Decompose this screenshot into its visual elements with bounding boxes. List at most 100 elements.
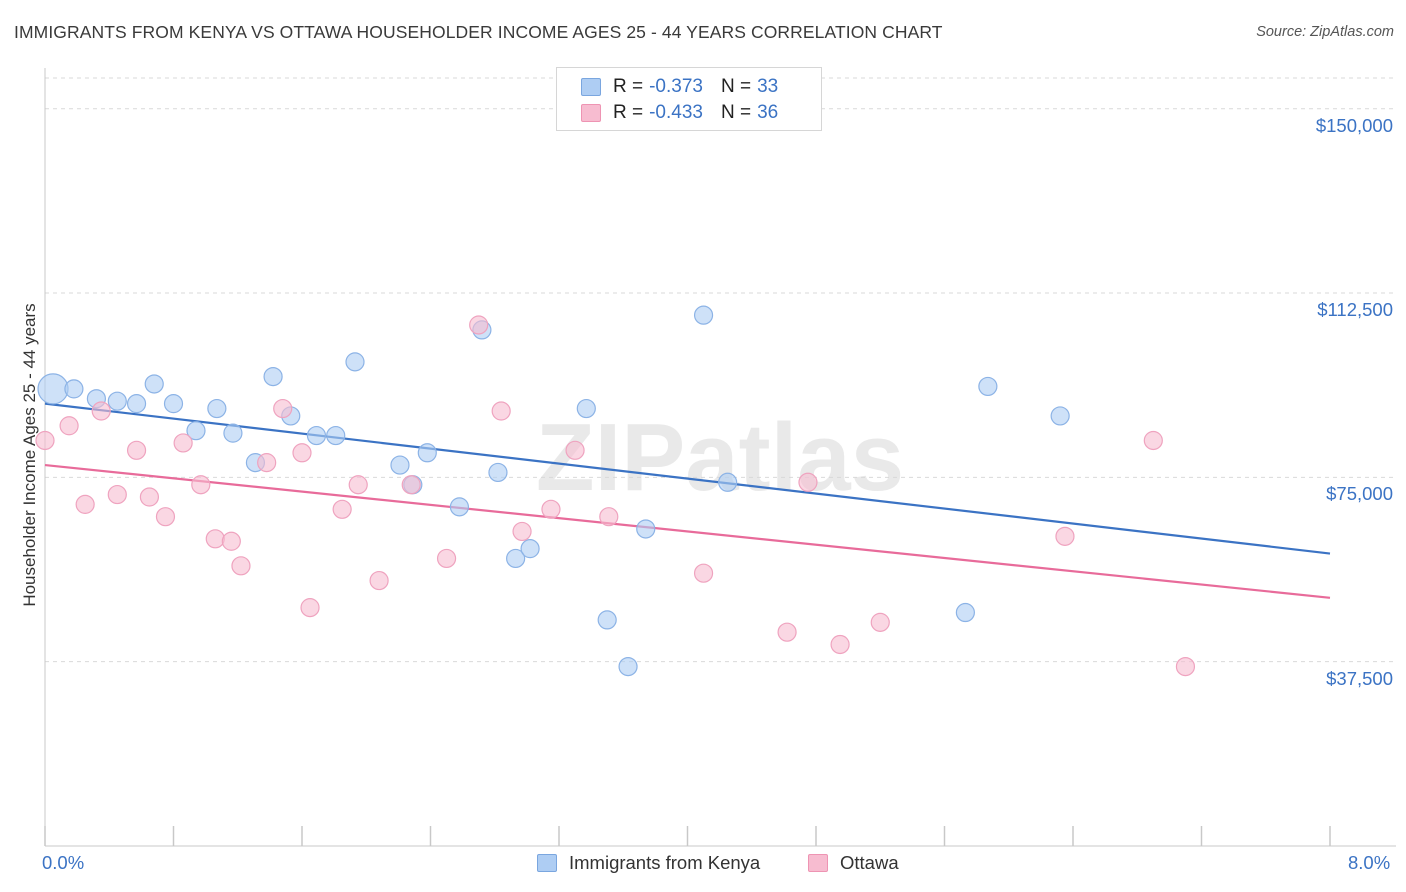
legend-row-kenya: R = -0.373 N = 33 (581, 76, 778, 98)
ottawa-point (401, 475, 421, 495)
y-axis-title: Householder Income Ages 25 - 44 years (20, 303, 39, 607)
kenya-point (37, 373, 69, 405)
kenya-point (144, 374, 164, 394)
ottawa-point (348, 475, 368, 495)
ottawa-point (35, 430, 55, 451)
kenya-point (107, 391, 127, 411)
ottawa-point (126, 440, 147, 460)
ottawa-point (231, 556, 251, 576)
legend-swatch-pink (808, 854, 828, 872)
legend-swatch-blue (581, 78, 601, 96)
kenya-point (326, 425, 346, 446)
ottawa-point (300, 598, 320, 618)
watermark: ZIPatlas (536, 404, 904, 511)
legend-item-kenya: Immigrants from Kenya (537, 852, 760, 874)
ottawa-point (257, 453, 277, 473)
legend-row-ottawa: R = -0.433 N = 36 (581, 102, 778, 124)
ottawa-point (491, 401, 511, 421)
axis-layer (44, 68, 1396, 847)
kenya-point (417, 443, 437, 463)
points-layer (35, 305, 1196, 677)
kenya-point (978, 376, 998, 397)
ottawa-point (565, 440, 585, 460)
ottawa-point (1175, 656, 1196, 677)
legend-r-value: -0.373 (649, 76, 703, 97)
ottawa-point (777, 622, 797, 642)
legend-r-value: -0.433 (649, 102, 703, 123)
kenya-point (506, 548, 526, 569)
ottawa-point (599, 507, 619, 527)
kenya-point (955, 602, 975, 623)
kenya-point (520, 539, 540, 559)
x-tick-label-max: 8.0% (1348, 852, 1391, 873)
ottawa-point (292, 443, 312, 463)
kenya-point (390, 455, 410, 475)
ottawa-point (173, 433, 193, 453)
kenya-point (64, 379, 84, 399)
ottawa-point (870, 612, 890, 632)
ottawa-point (541, 499, 561, 519)
legend-swatch-blue (537, 854, 557, 872)
legend-item-ottawa: Ottawa (808, 852, 899, 874)
kenya-trend-line (44, 402, 1331, 555)
legend-swatch-pink (581, 104, 601, 122)
legend-n-label: N = (720, 102, 752, 123)
ottawa-point (798, 472, 818, 492)
ottawa-point (512, 521, 532, 542)
legend-n-value: 33 (757, 76, 779, 97)
y-tick-label: $37,500 (1326, 667, 1393, 689)
kenya-point (126, 394, 147, 414)
legend-n-label: N = (720, 76, 752, 97)
kenya-point (1050, 406, 1070, 426)
y-tick-label: $75,000 (1326, 483, 1393, 505)
y-tick-label: $112,500 (1317, 299, 1393, 321)
kenya-point (263, 366, 283, 387)
kenya-point (488, 462, 508, 483)
ottawa-point (221, 531, 241, 551)
ottawa-point (693, 563, 714, 583)
legend-label-ottawa: Ottawa (840, 852, 899, 873)
chart-title: IMMIGRANTS FROM KENYA VS OTTAWA HOUSEHOL… (14, 22, 943, 42)
ottawa-point (205, 529, 225, 549)
legend-r-label: R = (613, 76, 644, 97)
kenya-point (597, 610, 617, 630)
ottawa-point (436, 548, 457, 569)
correlation-legend: R = -0.373 N = 33 R = -0.433 N = 36 (556, 67, 822, 131)
ottawa-point (332, 499, 352, 519)
y-tick-label: $150,000 (1315, 114, 1393, 136)
kenya-point (576, 398, 596, 419)
legend-n-value: 36 (757, 102, 779, 123)
ottawa-point (107, 484, 127, 505)
ottawa-point (191, 475, 211, 495)
kenya-point (186, 421, 206, 441)
ottawa-point (1143, 430, 1163, 451)
series-legend: Immigrants from Kenya Ottawa (0, 852, 1406, 876)
ottawa-point (91, 401, 111, 421)
kenya-point (306, 425, 327, 446)
ottawa-point (830, 634, 850, 655)
ottawa-point (1055, 526, 1075, 546)
kenya-point (636, 519, 656, 539)
ottawa-point (155, 507, 176, 527)
x-tick-label-min: 0.0% (42, 852, 85, 873)
legend-r-label: R = (613, 102, 644, 123)
trend-layer (44, 402, 1331, 599)
kenya-point (618, 656, 638, 677)
ottawa-point (139, 487, 160, 507)
kenya-point (223, 423, 243, 443)
ottawa-point (273, 398, 293, 419)
kenya-point (163, 394, 184, 414)
kenya-point (693, 305, 714, 325)
ottawa-point (369, 570, 389, 591)
ottawa-point (75, 494, 95, 514)
source-label: Source: ZipAtlas.com (1256, 24, 1394, 40)
legend-label-kenya: Immigrants from Kenya (569, 852, 761, 873)
kenya-point (718, 472, 738, 492)
grid-layer (45, 77, 1396, 663)
ottawa-point (59, 416, 79, 436)
kenya-point (345, 352, 365, 372)
ottawa-trend-line (44, 463, 1331, 599)
kenya-point (207, 398, 227, 419)
kenya-point (449, 497, 470, 517)
